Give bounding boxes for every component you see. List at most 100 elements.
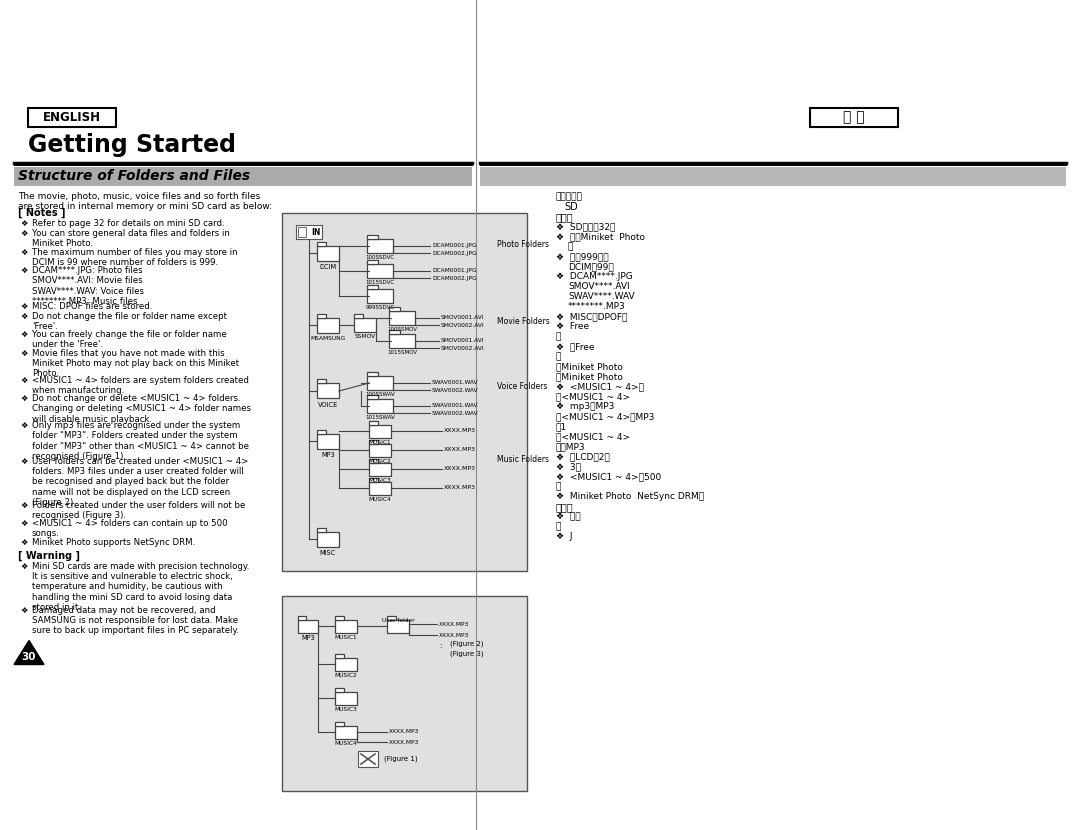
Text: 〔　〕: 〔 〕 xyxy=(556,502,573,512)
Text: 1015SDVC: 1015SDVC xyxy=(365,280,394,285)
Text: XXXX.MP3: XXXX.MP3 xyxy=(438,622,470,627)
Bar xyxy=(28,108,116,127)
Text: ❖  Free: ❖ Free xyxy=(556,322,589,331)
Text: DCAM0002.JPG: DCAM0002.JPG xyxy=(432,251,476,256)
Text: (Figure 3): (Figure 3) xyxy=(450,651,484,657)
Text: ❖: ❖ xyxy=(21,311,27,320)
Text: 1015SMOV: 1015SMOV xyxy=(387,350,417,355)
Bar xyxy=(810,108,897,127)
Bar xyxy=(354,318,376,332)
Text: ❖: ❖ xyxy=(21,421,27,430)
Text: MP3: MP3 xyxy=(556,442,585,451)
Text: IN: IN xyxy=(311,227,321,237)
Bar xyxy=(367,372,378,376)
Text: MUSIC1: MUSIC1 xyxy=(368,440,391,445)
Text: 30: 30 xyxy=(22,652,37,662)
Text: ❖  　、: ❖ 、 xyxy=(556,512,581,521)
Bar xyxy=(367,289,393,303)
Text: MP3: MP3 xyxy=(321,452,335,458)
Text: <MUSIC1 ~ 4>　MP3: <MUSIC1 ~ 4> MP3 xyxy=(556,412,654,421)
Bar xyxy=(318,531,339,546)
Text: ❖: ❖ xyxy=(21,606,27,614)
Text: (Figure 2): (Figure 2) xyxy=(450,641,484,647)
Text: ❖  DCAM****.JPG: ❖ DCAM****.JPG xyxy=(556,272,633,281)
Text: 1: 1 xyxy=(556,422,567,431)
Bar xyxy=(335,653,345,657)
Text: Miniket Photo: Miniket Photo xyxy=(556,372,623,381)
Text: XXXX.MP3: XXXX.MP3 xyxy=(444,447,476,452)
Text: ❖  SD　僳　32。: ❖ SD 僳 32。 xyxy=(556,222,616,231)
Text: XXXX.MP3: XXXX.MP3 xyxy=(389,729,419,734)
Bar xyxy=(298,619,318,632)
Text: ❖: ❖ xyxy=(21,247,27,256)
Bar xyxy=(318,314,326,318)
Text: 100SSDVC: 100SSDVC xyxy=(365,255,394,260)
Bar xyxy=(369,458,378,462)
Text: ********.MP3: ********.MP3 xyxy=(568,302,625,311)
Text: 1015SWAV: 1015SWAV xyxy=(365,415,395,420)
Text: MISC: DPOF files are stored.: MISC: DPOF files are stored. xyxy=(32,301,152,310)
Text: SWAV0001.WAV: SWAV0001.WAV xyxy=(432,379,478,384)
Bar xyxy=(367,239,393,253)
Text: MP3: MP3 xyxy=(301,635,315,641)
Polygon shape xyxy=(14,641,44,665)
Text: 、　、　、: 、 、 、 xyxy=(556,192,583,201)
Text: Mini SD cards are made with precision technology.
It is sensitive and vulnerable: Mini SD cards are made with precision te… xyxy=(32,562,249,612)
Text: Miniket Photo: Miniket Photo xyxy=(556,362,623,371)
Text: 。: 。 xyxy=(556,332,562,341)
Bar xyxy=(367,395,378,399)
Text: <MUSIC1 ~ 4>: <MUSIC1 ~ 4> xyxy=(556,392,630,401)
Text: (Figure 1): (Figure 1) xyxy=(384,756,418,762)
Text: XXXX.MP3: XXXX.MP3 xyxy=(444,485,476,490)
Text: The maximum number of files you may store in
DCIM is 99 where number of folders : The maximum number of files you may stor… xyxy=(32,247,238,267)
Text: DCAM****.JPG: Photo files
SMOV****.AVI: Movie files
SWAV****.WAV: Voice files
**: DCAM****.JPG: Photo files SMOV****.AVI: … xyxy=(32,266,144,306)
Text: MISC: MISC xyxy=(320,550,336,556)
Bar xyxy=(367,399,393,413)
Bar xyxy=(357,751,378,767)
Bar xyxy=(354,314,363,318)
Text: ❖  　　999　〔: ❖ 999 〔 xyxy=(556,252,609,261)
Text: XXXX.MP3: XXXX.MP3 xyxy=(438,632,470,637)
Text: Only mp3 files are recognised under the system
folder "MP3". Folders created und: Only mp3 files are recognised under the … xyxy=(32,421,249,461)
Bar xyxy=(389,311,415,325)
Text: ❖: ❖ xyxy=(21,457,27,466)
Bar xyxy=(318,433,339,448)
Text: ❖  <MUSIC1 ~ 4>　500: ❖ <MUSIC1 ~ 4> 500 xyxy=(556,472,661,481)
Text: [ Notes ]: [ Notes ] xyxy=(18,208,66,218)
Text: 999SSDVC: 999SSDVC xyxy=(365,305,394,310)
Text: ❖: ❖ xyxy=(21,375,27,384)
Text: 。: 。 xyxy=(556,482,562,491)
Text: XXXX.MP3: XXXX.MP3 xyxy=(444,427,476,432)
Bar xyxy=(296,225,322,239)
Text: SMOV0002.AVI: SMOV0002.AVI xyxy=(441,323,485,328)
Text: ❖: ❖ xyxy=(21,349,27,358)
Text: ENGLISH: ENGLISH xyxy=(43,111,102,124)
Bar xyxy=(282,213,527,571)
Bar xyxy=(367,285,378,289)
Text: SMOV****.AVI: SMOV****.AVI xyxy=(568,282,630,291)
Text: Movie files that you have not made with this
Miniket Photo may not play back on : Movie files that you have not made with … xyxy=(32,349,239,378)
Bar xyxy=(335,721,345,725)
Bar xyxy=(298,227,306,237)
Text: SWAV0001.WAV: SWAV0001.WAV xyxy=(432,403,478,408)
Bar xyxy=(369,421,378,424)
Bar xyxy=(367,376,393,390)
Bar xyxy=(318,242,326,246)
Bar xyxy=(335,616,345,619)
Text: ❖  J: ❖ J xyxy=(556,532,572,541)
Text: Miniket Photo supports NetSync DRM.: Miniket Photo supports NetSync DRM. xyxy=(32,538,195,546)
Bar xyxy=(369,481,391,495)
Bar xyxy=(367,260,378,264)
Text: MUSIC4: MUSIC4 xyxy=(368,497,391,502)
Text: MUSIC2: MUSIC2 xyxy=(368,459,391,464)
Bar xyxy=(369,477,378,481)
Text: You can store general data files and folders in
Miniket Photo.: You can store general data files and fol… xyxy=(32,229,230,248)
Text: ❖: ❖ xyxy=(21,500,27,510)
Bar xyxy=(318,379,326,383)
Text: VOICE: VOICE xyxy=(318,402,338,408)
Text: Refer to page 32 for details on mini SD card.: Refer to page 32 for details on mini SD … xyxy=(32,219,225,228)
Text: 臺 灣: 臺 灣 xyxy=(843,110,865,124)
Text: ❖  Miniket Photo  NetSync DRM。: ❖ Miniket Photo NetSync DRM。 xyxy=(556,492,704,501)
Text: <MUSIC1 ~ 4> folders are system folders created
when manufacturing.: <MUSIC1 ~ 4> folders are system folders … xyxy=(32,375,248,395)
Text: User folders can be created under <MUSIC1 ~ 4>
folders. MP3 files under a user c: User folders can be created under <MUSIC… xyxy=(32,457,248,507)
